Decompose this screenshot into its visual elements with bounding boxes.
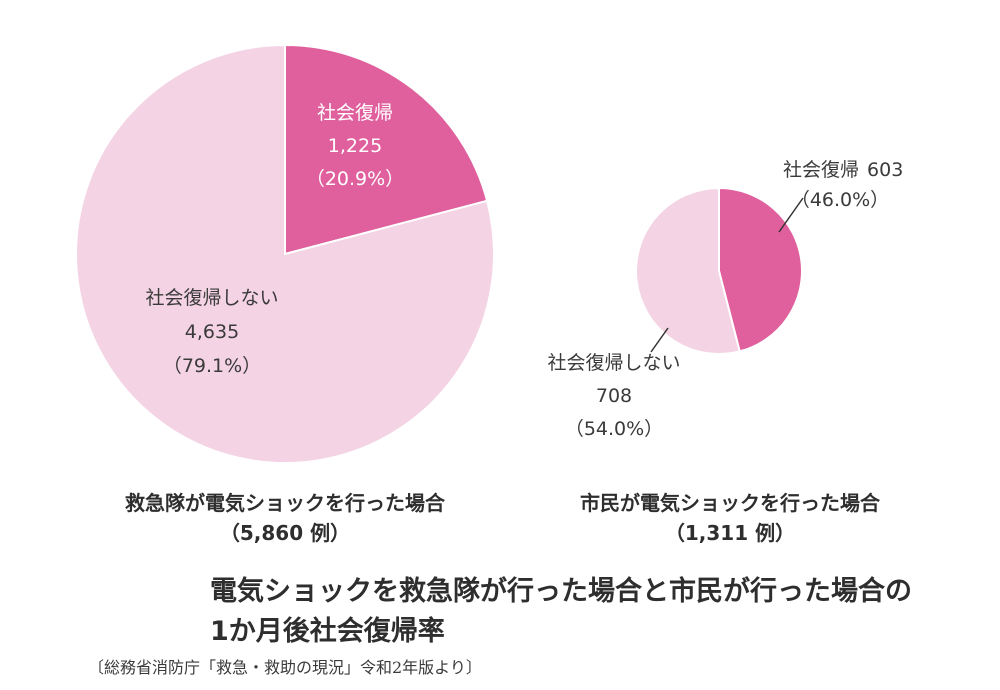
pie1-noreturn-value: 4,635 [185, 321, 239, 343]
pie2-return-label-value: 社会復帰 603 [783, 159, 903, 181]
pie1-return-percent: （20.9%） [306, 168, 404, 190]
pie-chart-citizen [635, 186, 803, 355]
pie1-return-value: 1,225 [328, 135, 382, 157]
pie-chart-ambulance [75, 43, 495, 464]
pie1-noreturn-label: 社会復帰しない [145, 287, 278, 309]
pie2-return-percent: （46.0%） [791, 189, 889, 211]
pie1-slice-social-return [284, 43, 489, 256]
pie2-caption-title: 市民が電気ショックを行った場合 [580, 491, 880, 515]
figure-title-line1: 電気ショックを救急隊が行った場合と市民が行った場合の [210, 576, 912, 607]
pie1-slice-no-return [75, 43, 495, 464]
figure-title: 電気ショックを救急隊が行った場合と市民が行った場合の 1か月後社会復帰率 [210, 572, 912, 652]
pie2-caption: 市民が電気ショックを行った場合 （1,311 例） [525, 488, 935, 548]
pie2-noreturn-leader-line [650, 327, 669, 353]
pie2-noreturn-percent: （54.0%） [565, 418, 663, 440]
pie2-return-value: 603 [867, 159, 903, 181]
pie1-caption-title: 救急隊が電気ショックを行った場合 [125, 491, 445, 515]
pie1-return-label: 社会復帰 [317, 102, 393, 124]
pie1-noreturn-percent: （79.1%） [163, 355, 261, 377]
pie1-caption: 救急隊が電気ショックを行った場合 （5,860 例） [80, 488, 490, 548]
pie2-caption-count: （1,311 例） [664, 521, 796, 545]
source-note: 〔総務省消防庁「救急・救助の現況」令和2年版より〕 [88, 658, 482, 677]
pie2-return-label: 社会復帰 [783, 159, 859, 181]
figure-title-line2: 1か月後社会復帰率 [210, 616, 445, 647]
pie2-noreturn-value: 708 [596, 385, 632, 407]
pie2-return-leader-line [778, 197, 804, 233]
pie2-slice-no-return [635, 186, 741, 355]
pie1-caption-count: （5,860 例） [219, 521, 351, 545]
pie2-noreturn-label: 社会復帰しない [547, 352, 680, 374]
